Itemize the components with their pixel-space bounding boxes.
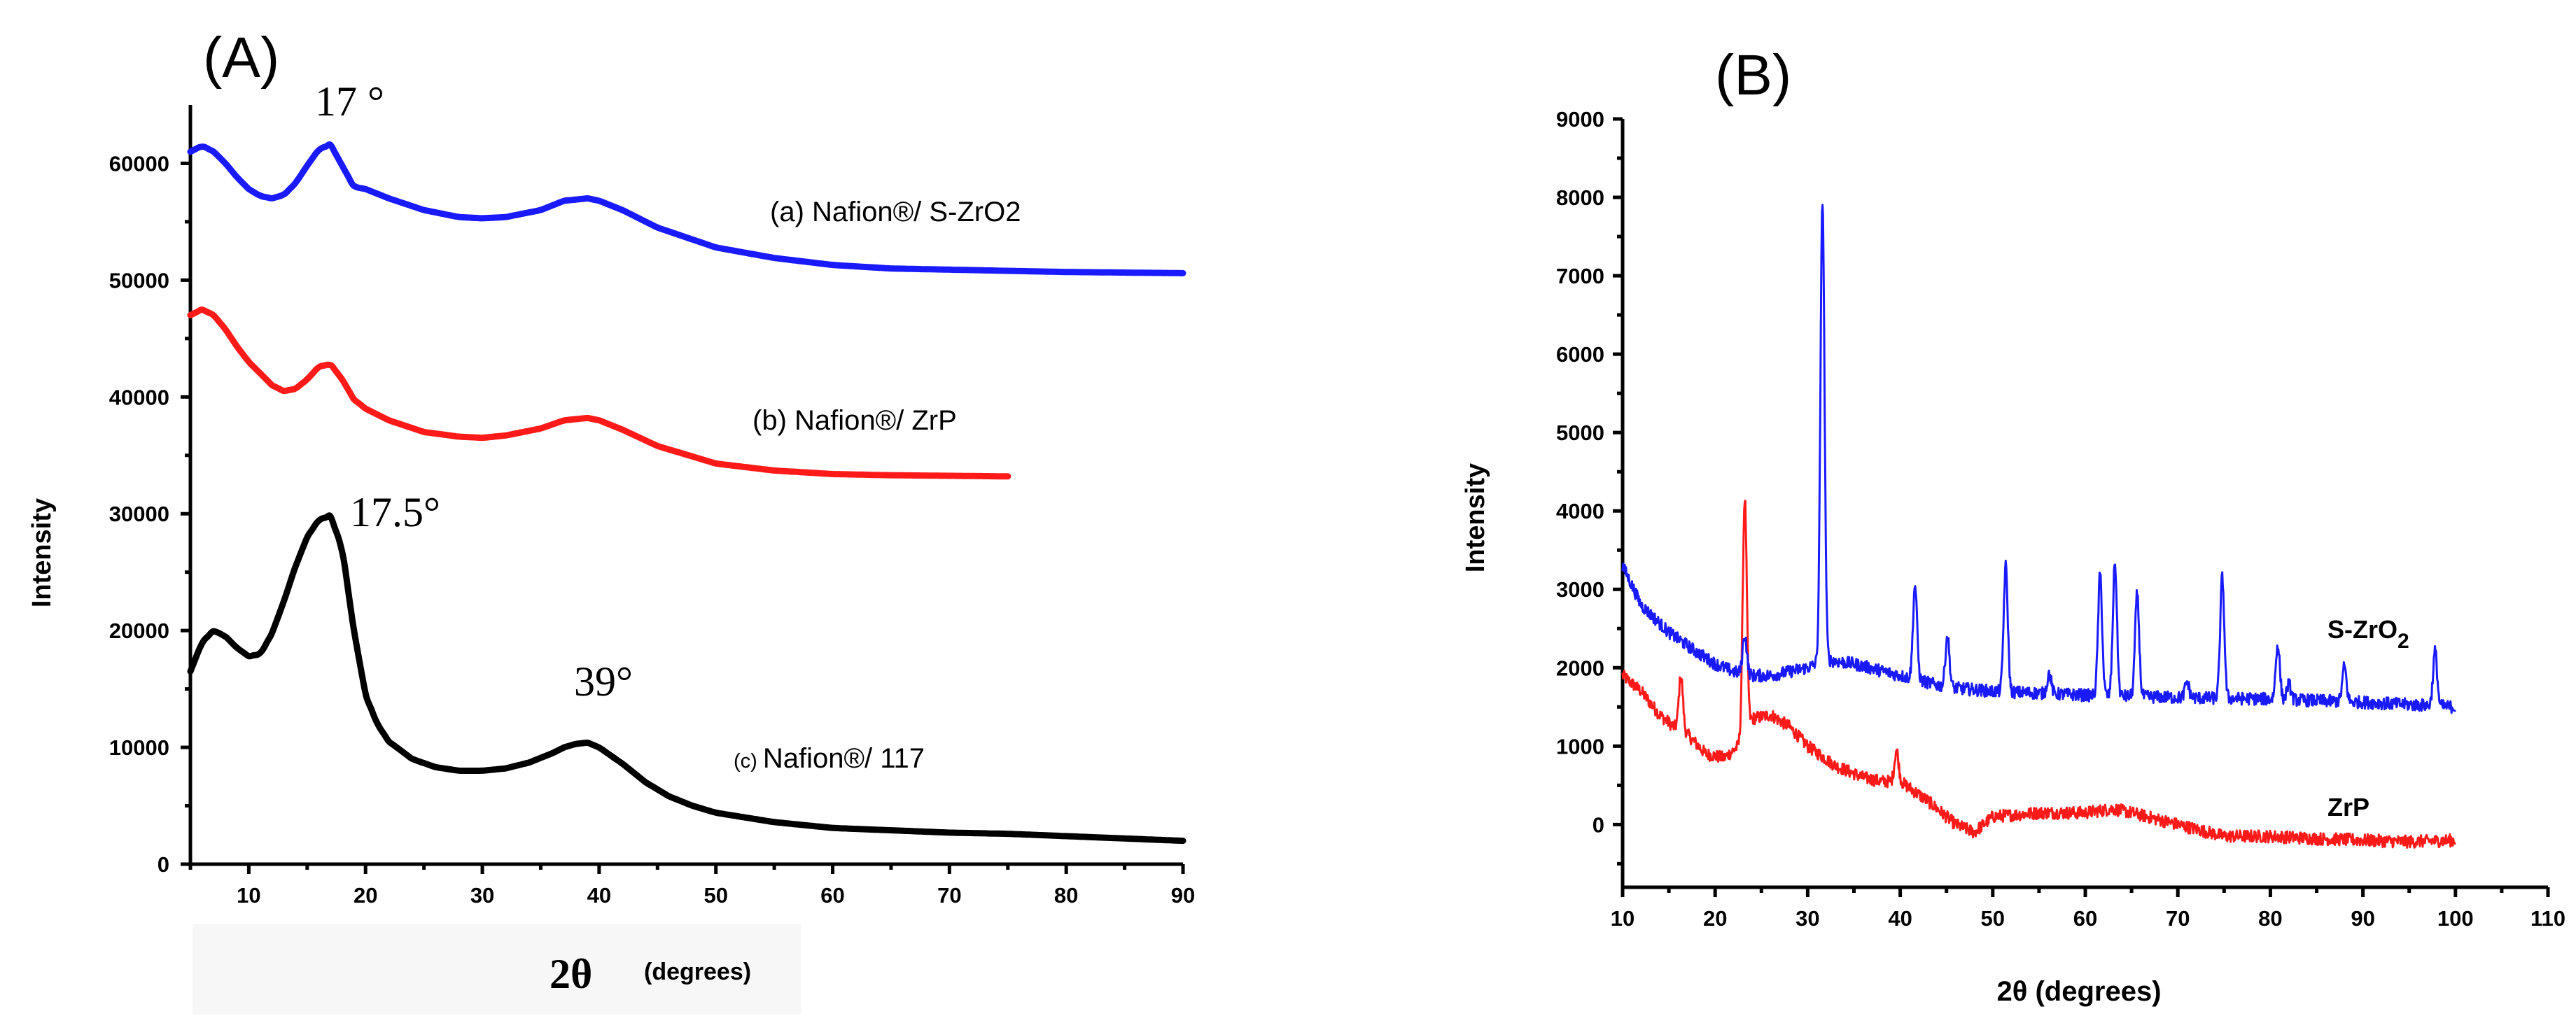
peak-annotation-17: 17 ° — [315, 78, 384, 125]
legend-b-nafion-zrp: (b) Nafion®/ ZrP — [752, 405, 957, 436]
b-y-tick-label: 8000 — [1556, 185, 1604, 210]
a-x-tick-label: 70 — [937, 883, 961, 908]
b-x-tick-label: 110 — [2530, 906, 2566, 931]
a-x-tick-label: 90 — [1171, 883, 1195, 908]
a-y-tick-label: 40000 — [109, 385, 169, 409]
a-y-tick-label: 20000 — [109, 619, 169, 643]
panel-b-x-ticks: 10 20 30 40 50 60 70 80 90 100 110 — [1611, 887, 2566, 931]
b-y-tick-label: 9000 — [1556, 107, 1604, 132]
panel-b-chart: (B) 10 20 30 40 50 60 70 80 90 100 110 0 1000 2000 30… — [1461, 43, 2566, 1007]
a-y-tick-label: 60000 — [109, 151, 169, 176]
legend-zrp: ZrP — [2328, 793, 2370, 821]
a-x-tick-label: 20 — [354, 883, 377, 908]
b-x-tick-label: 90 — [2351, 906, 2374, 931]
a-series-line-2 — [187, 512, 1186, 845]
panel-b-y-axis-label: Intensity — [1461, 463, 1490, 572]
b-y-tick-label: 7000 — [1556, 264, 1604, 288]
panel-a-x-axis-unit: (degrees) — [644, 959, 751, 985]
b-x-tick-label: 40 — [1888, 906, 1912, 931]
b-x-tick-label: 60 — [2073, 906, 2097, 931]
a-x-tick-label: 50 — [704, 883, 727, 908]
panel-a-y-axis-label: Intensity — [27, 498, 57, 607]
a-x-tick-label: 40 — [587, 883, 611, 908]
b-x-tick-label: 100 — [2437, 906, 2474, 931]
a-y-tick-label: 30000 — [109, 502, 169, 526]
a-y-tick-label: 50000 — [109, 268, 169, 292]
legend-c-nafion-117: (c) Nafion®/ 117 — [734, 743, 925, 774]
b-series-line-1 — [1621, 500, 2456, 849]
b-x-tick-label: 30 — [1795, 906, 1819, 931]
panel-b-y-ticks: 0 1000 2000 3000 4000 5000 6000 7000 8000 9000 — [1556, 107, 1623, 866]
b-y-tick-label: 5000 — [1556, 421, 1604, 445]
panel-a-y-ticks: 0 10000 20000 30000 40000 50000 60000 — [109, 151, 190, 877]
panel-b-series-group — [1621, 204, 2456, 849]
panel-b-x-axis-label: 2θ (degrees) — [1996, 976, 2161, 1007]
peak-annotation-39: 39° — [574, 658, 633, 705]
a-series-line-0 — [187, 141, 1186, 276]
legend-szro2-sub: 2 — [2398, 630, 2409, 653]
panel-b-letter: (B) — [1715, 43, 1791, 107]
x-label-backdrop — [192, 924, 802, 1015]
b-y-tick-label: 6000 — [1556, 342, 1604, 367]
b-x-tick-label: 80 — [2258, 906, 2282, 931]
a-series-line-1 — [187, 306, 1011, 480]
b-x-tick-label: 20 — [1703, 906, 1727, 931]
panel-a-letter: (A) — [203, 26, 279, 90]
peak-annotation-17-5: 17.5° — [350, 489, 440, 535]
a-x-tick-label: 30 — [470, 883, 494, 908]
a-y-tick-label: 10000 — [109, 735, 169, 760]
legend-c-text: Nafion®/ 117 — [763, 743, 925, 774]
legend-c-prefix: (c) — [734, 750, 763, 772]
b-y-tick-label: 1000 — [1556, 734, 1604, 759]
b-x-tick-label: 50 — [1981, 906, 2005, 931]
legend-a-nafion-szro2: (a) Nafion®/ S-ZrO2 — [770, 197, 1021, 227]
panel-a-x-ticks: 10 20 30 40 50 60 70 80 90 — [188, 864, 1195, 908]
a-y-tick-label: 0 — [158, 852, 169, 877]
a-x-tick-label: 60 — [820, 883, 844, 908]
panel-a-x-axis-label: 2θ — [550, 951, 592, 997]
legend-szro2-main: S-ZrO — [2328, 615, 2398, 644]
b-y-tick-label: 2000 — [1556, 656, 1604, 680]
b-x-tick-label: 10 — [1611, 906, 1634, 931]
a-x-tick-label: 80 — [1054, 883, 1078, 908]
b-y-tick-label: 4000 — [1556, 499, 1604, 523]
a-x-tick-label: 10 — [237, 883, 260, 908]
panel-a-chart: (A) 10 20 30 40 50 60 70 80 90 0 10000 20000 30000 4… — [27, 26, 1195, 1015]
legend-szro2: S-ZrO2 — [2328, 615, 2409, 653]
b-series-line-0 — [1621, 204, 2456, 714]
b-x-tick-label: 70 — [2166, 906, 2190, 931]
b-y-tick-label: 3000 — [1556, 577, 1604, 602]
panel-a-series-group — [187, 141, 1186, 845]
b-y-tick-label: 0 — [1592, 812, 1604, 837]
